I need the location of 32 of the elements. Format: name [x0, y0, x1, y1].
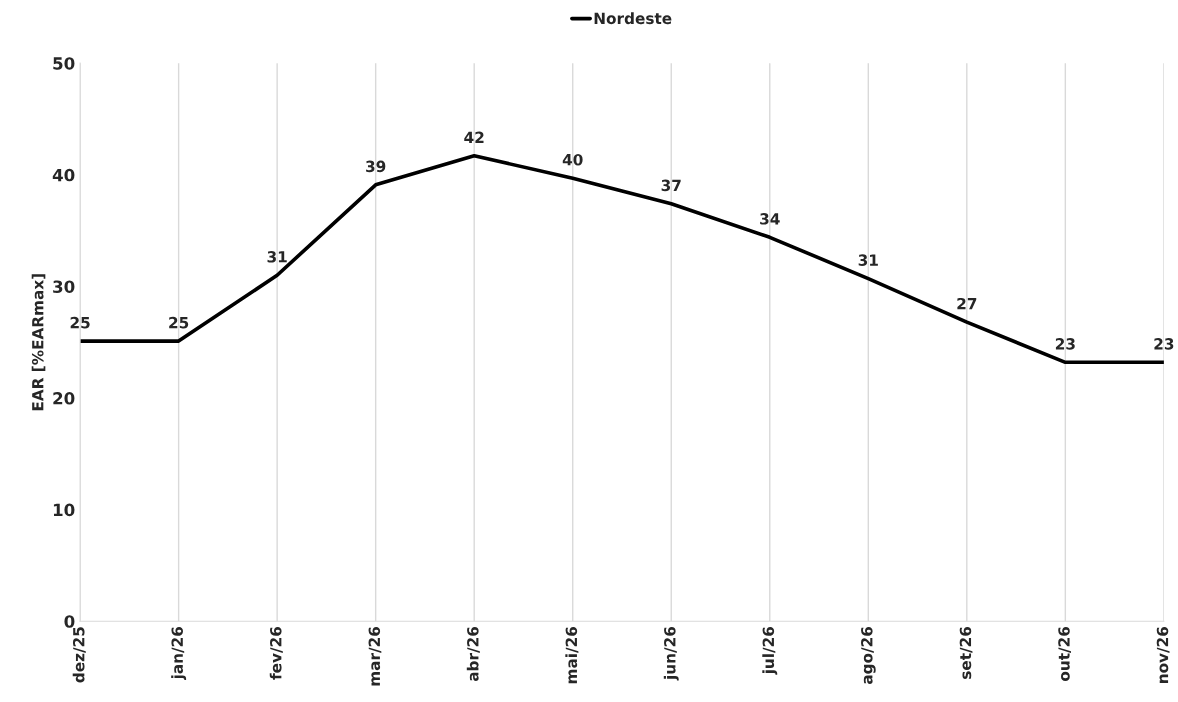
- data-label: 42: [464, 131, 484, 143]
- data-label: 31: [858, 254, 878, 266]
- data-label: 37: [661, 179, 681, 192]
- x-tick-label: ago/26: [861, 626, 876, 685]
- y-tick-label: 50: [53, 57, 75, 70]
- x-tick-label: abr/26: [466, 626, 480, 682]
- x-tick-label: jan/26: [171, 626, 187, 680]
- x-tick-label: fev/26: [269, 626, 283, 680]
- x-tick-label: mar/26: [368, 626, 382, 686]
- x-tick-label: jun/26: [663, 626, 679, 681]
- data-label: 25: [169, 316, 189, 329]
- x-tick-label: nov/26: [1156, 626, 1170, 684]
- x-tick-label: mai/26: [565, 626, 579, 684]
- y-tick-label: 10: [53, 503, 75, 517]
- legend-label: Nordeste: [594, 12, 672, 25]
- x-tick-label: dez/25: [72, 627, 86, 683]
- data-label: 34: [760, 213, 780, 225]
- data-label: 23: [1154, 338, 1174, 350]
- y-tick-label: 40: [52, 168, 75, 182]
- x-tick-label: out/26: [1058, 626, 1071, 681]
- y-tick-label: 30: [53, 280, 75, 293]
- y-axis-title: EAR [%EARmax]: [31, 274, 46, 411]
- data-label: 39: [366, 160, 386, 173]
- x-tick-label: set/26: [959, 626, 973, 679]
- data-label: 40: [562, 153, 583, 166]
- data-label: 31: [267, 251, 287, 263]
- data-label: 27: [957, 297, 977, 310]
- x-tick-label: jul/26: [762, 626, 778, 675]
- y-tick-label: 20: [53, 392, 75, 405]
- y-tick-label: 0: [64, 615, 75, 628]
- data-label: 25: [70, 316, 90, 329]
- data-label: 23: [1055, 338, 1075, 350]
